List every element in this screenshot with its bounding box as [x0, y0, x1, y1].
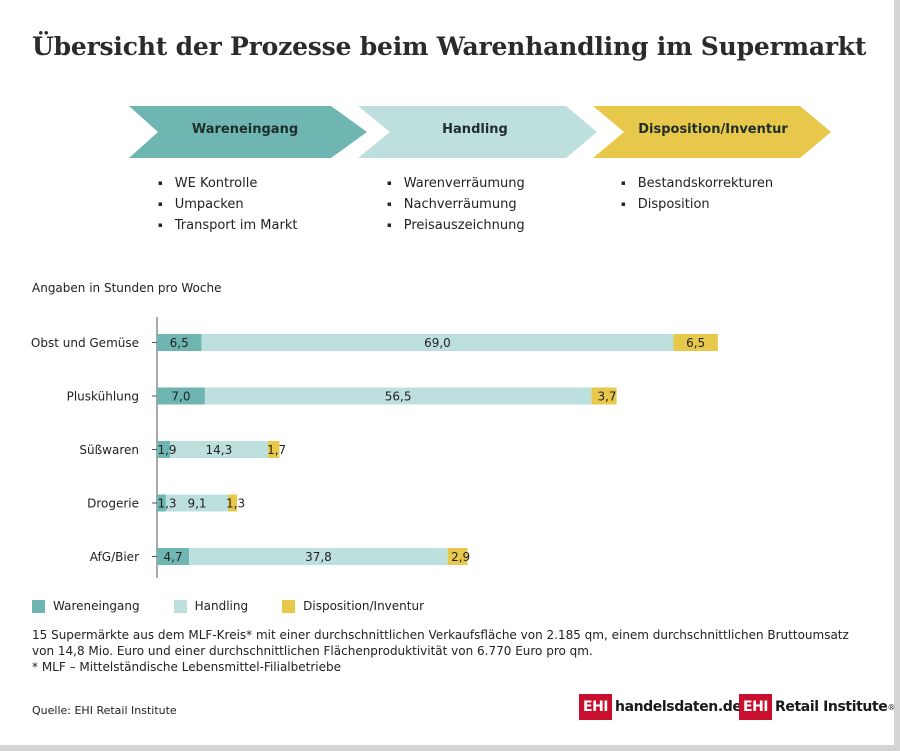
process-diagram [129, 106, 831, 158]
data-label: 56,5 [385, 390, 412, 404]
list-item: Disposition [621, 195, 773, 216]
list-item: Preisauszeichnung [387, 216, 525, 237]
legend-label: Disposition/Inventur [303, 599, 425, 613]
stage-list-wareneingang: WE Kontrolle Umpacken Transport im Markt [158, 174, 298, 237]
bar-segment-handling [169, 441, 268, 458]
bar-segment-wareneingang [157, 494, 166, 512]
category-label: Obst und Gemüse [31, 336, 139, 350]
bar-segment-disposition-inventur [447, 548, 468, 565]
data-label: 9,1 [187, 497, 206, 511]
legend-item-wareneingang: Wareneingang [32, 599, 140, 613]
data-label: 6,5 [170, 336, 189, 350]
stage-chevron-handling [358, 106, 597, 158]
footnote: 15 Supermärkte aus dem MLF-Kreis* mit ei… [32, 627, 862, 675]
data-label: 2,9 [451, 550, 470, 564]
bar-segment-disposition-inventur [591, 387, 617, 405]
list-item: Warenverräumung [387, 174, 525, 195]
ehi-badge: EHI [579, 694, 612, 720]
category-label: Süßwaren [79, 443, 139, 457]
stacked-bar-chart: Obst und Gemüse 6,5 69,0 6,5 Pluskühlung 7,0 5… [31, 317, 718, 578]
bar-segment-handling [189, 548, 448, 565]
stage-chevron-disposition [593, 106, 831, 158]
legend-label: Handling [194, 599, 249, 613]
legend-swatch [32, 599, 45, 613]
bar-segment-handling [204, 387, 592, 405]
stage-label-wareneingang: Wareneingang [191, 122, 299, 137]
ehi-retail-logo: EHI Retail Institute ® [739, 694, 895, 720]
registered-mark: ® [887, 702, 896, 712]
list-item: Umpacken [158, 195, 297, 216]
ehi-badge: EHI [739, 694, 772, 720]
category-label: Pluskühlung [67, 390, 139, 404]
data-label: 7,0 [171, 390, 190, 404]
data-label: 1,9 [157, 443, 176, 457]
bar-segment-wareneingang [157, 387, 205, 405]
data-label: 4,7 [164, 550, 183, 564]
handelsdaten-logo: EHI handelsdaten.de [579, 694, 742, 720]
bar-segment-wareneingang [157, 334, 202, 351]
source-label: Quelle: EHI Retail Institute [32, 704, 177, 717]
legend-swatch [282, 599, 296, 613]
bar-segment-wareneingang [157, 548, 190, 565]
bar-segment-handling [165, 494, 229, 512]
bar-segment-disposition-inventur [673, 334, 718, 351]
bar-segment-disposition-inventur [267, 441, 280, 458]
legend-label: Wareneingang [53, 599, 140, 613]
stage-label-disposition: Disposition/Inventur [638, 122, 788, 137]
handelsdaten-text: handelsdaten.de [615, 699, 742, 715]
data-label: 1,3 [157, 497, 176, 511]
data-label: 6,5 [686, 336, 705, 350]
footnote-text: 15 Supermärkte aus dem MLF-Kreis* mit ei… [32, 628, 849, 658]
data-label: 14,3 [206, 443, 233, 457]
list-item: WE Kontrolle [158, 174, 297, 195]
list-item: Bestandskorrekturen [621, 174, 773, 195]
footnote-mlf: * MLF – Mittelständische Lebensmittel-Fi… [32, 660, 341, 674]
data-label: 3,7 [597, 390, 616, 404]
legend-item-handling: Handling [173, 599, 249, 613]
legend-swatch [173, 599, 187, 613]
retail-institute-text: Retail Institute [775, 699, 888, 715]
stage-chevron-wareneingang [129, 106, 367, 158]
legend: Wareneingang Handling Disposition/Invent… [32, 599, 458, 613]
category-label: Drogerie [87, 497, 139, 511]
legend-item-disposition: Disposition/Inventur [282, 599, 424, 613]
list-item: Nachverräumung [387, 195, 525, 216]
bar-segment-handling [201, 334, 674, 351]
list-item: Transport im Markt [158, 216, 298, 237]
stage-list-handling: Warenverräumung Nachverräumung Preisausz… [387, 174, 525, 237]
data-label: 69,0 [424, 336, 451, 350]
data-label: 1,7 [267, 443, 286, 457]
unit-label: Angaben in Stunden pro Woche [32, 281, 222, 295]
chart-title: Übersicht der Prozesse beim Warenhandlin… [32, 32, 867, 61]
bar-segment-disposition-inventur [228, 494, 238, 512]
bar-segment-wareneingang [157, 441, 170, 458]
data-label: 1,3 [226, 497, 245, 511]
stage-list-disposition: Bestandskorrekturen Disposition [621, 174, 773, 216]
category-label: AfG/Bier [90, 550, 139, 564]
data-label: 37,8 [305, 550, 332, 564]
stage-label-handling: Handling [442, 122, 508, 137]
